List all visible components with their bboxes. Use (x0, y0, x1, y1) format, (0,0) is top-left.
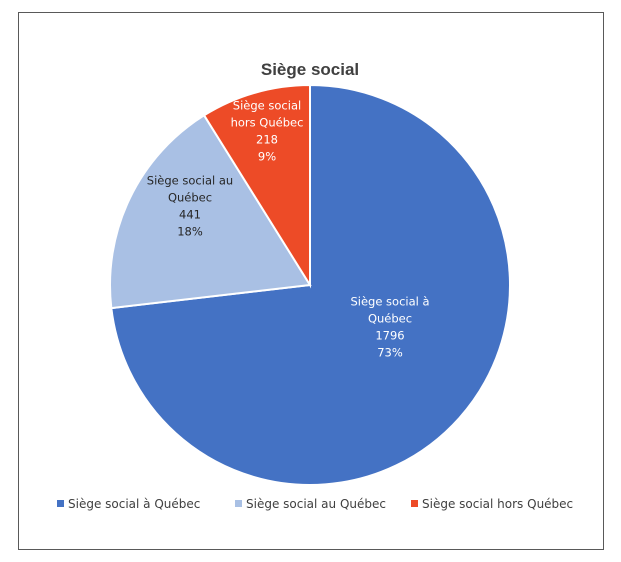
legend-swatch (57, 500, 64, 507)
slice-label-line: Siège social à (350, 295, 429, 309)
chart-legend: Siège social à Québec Siège social au Qué… (57, 497, 573, 511)
slice-label-line: 218 (256, 133, 278, 147)
chart-area: Siège social Siège social à Québec 1796 73%… (18, 12, 604, 550)
pie-slice-3 (202, 83, 311, 289)
slice-label-line: 1796 (375, 329, 404, 343)
slice-label-line: 441 (179, 208, 201, 222)
slice-label-line: Siège social (233, 99, 301, 113)
pie-slices (109, 83, 511, 486)
chart-title: Siège social (261, 60, 359, 79)
slice-data-label-3: Siège social hors Québec 218 9% (231, 99, 304, 164)
pie-data-labels: Siège social à Québec 1796 73%Siège social … (147, 99, 430, 360)
pie-slice-2 (109, 113, 312, 310)
slice-label-line: 18% (177, 225, 203, 239)
slice-label-line: Siège social au (147, 174, 233, 188)
legend-item-2: Siège social au Québec (235, 497, 386, 511)
legend-swatch (235, 500, 242, 507)
slice-data-label-1: Siège social à Québec 1796 73% (350, 295, 429, 360)
pie-chart: Siège social Siège social à Québec 1796 73%… (57, 60, 573, 511)
legend-item-1: Siège social à Québec (57, 497, 200, 511)
legend-label: Siège social au Québec (246, 497, 386, 511)
slice-label-line: 9% (258, 150, 276, 164)
slice-data-label-2: Siège social au Québec 441 18% (147, 174, 233, 239)
legend-label: Siège social hors Québec (422, 497, 573, 511)
legend-item-3: Siège social hors Québec (411, 497, 573, 511)
slice-label-line: Québec (368, 312, 412, 326)
slice-label-line: Québec (168, 191, 212, 205)
legend-label: Siège social à Québec (68, 497, 200, 511)
slice-label-line: 73% (377, 346, 403, 360)
legend-swatch (411, 500, 418, 507)
slice-label-line: hors Québec (231, 116, 304, 130)
